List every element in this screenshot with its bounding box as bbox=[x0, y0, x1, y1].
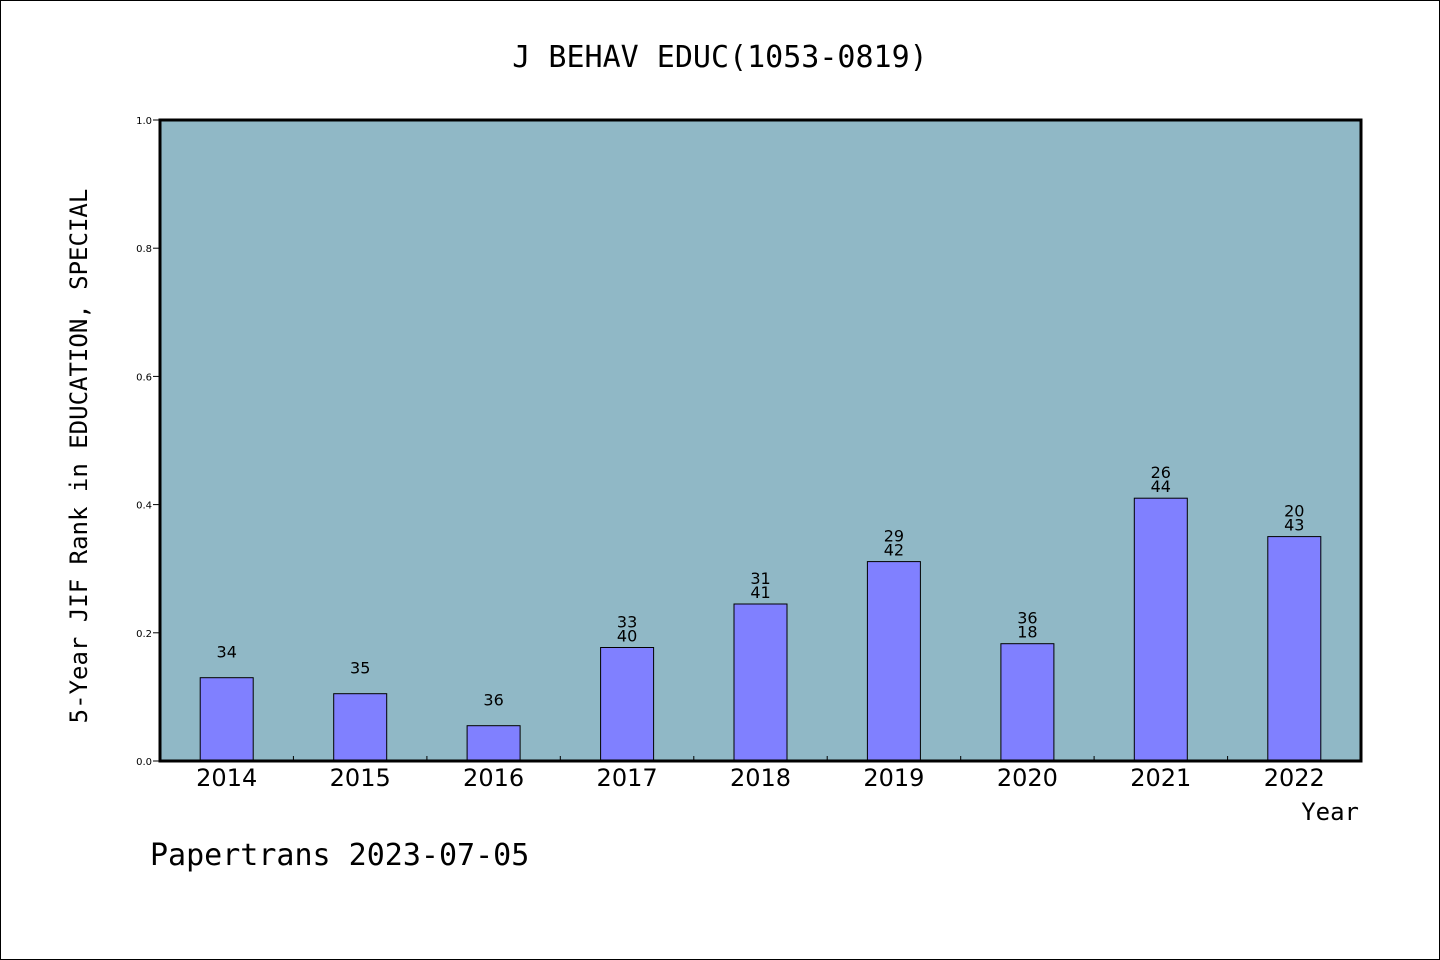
x-tick-label-2015: 2015 bbox=[330, 764, 391, 792]
plot-frame bbox=[158, 118, 1363, 763]
y-tick-label-0.2: 0.2 bbox=[136, 629, 152, 640]
y-tick-label-0.4: 0.4 bbox=[136, 501, 152, 512]
bar-label-2019: 29 42 bbox=[884, 527, 904, 560]
bar-2021 bbox=[1133, 497, 1188, 762]
axis-ticks-group: 2014 2015 2016 2017 2018 2019 2020 2021 2022 0.0 0… bbox=[136, 116, 1325, 792]
bar-2018 bbox=[733, 603, 788, 762]
y-axis-label: 5-Year JIF Rank in EDUCATION, SPECIAL bbox=[65, 189, 93, 724]
bar-label-2018: 31 41 bbox=[750, 569, 770, 602]
x-tick-label-2019: 2019 bbox=[863, 764, 924, 792]
bar-2015 bbox=[333, 693, 388, 762]
x-tick-label-2020: 2020 bbox=[997, 764, 1058, 792]
x-tick-label-2022: 2022 bbox=[1264, 764, 1325, 792]
bar-2022 bbox=[1267, 536, 1322, 762]
bar-label-2021: 26 44 bbox=[1151, 463, 1171, 496]
y-tick-label-0.6: 0.6 bbox=[136, 372, 152, 383]
x-tick-label-2021: 2021 bbox=[1130, 764, 1191, 792]
bar-label-2014: 34 bbox=[217, 643, 237, 662]
bar-label-2020: 36 18 bbox=[1017, 609, 1037, 642]
y-tick-label-0.0: 0.0 bbox=[136, 757, 152, 768]
bar-2014 bbox=[199, 677, 254, 762]
bars-group bbox=[199, 497, 1322, 762]
x-tick-label-2016: 2016 bbox=[463, 764, 524, 792]
footer-credit: Papertrans 2023-07-05 bbox=[150, 838, 529, 873]
bar-2020 bbox=[1000, 643, 1055, 762]
x-tick-label-2018: 2018 bbox=[730, 764, 791, 792]
bar-2019 bbox=[866, 561, 921, 762]
x-axis-label: Year bbox=[1301, 798, 1359, 826]
bar-label-2016: 36 bbox=[483, 691, 503, 710]
y-tick-label-0.8: 0.8 bbox=[136, 244, 152, 255]
y-tick-label-1.0: 1.0 bbox=[136, 116, 152, 127]
x-tick-label-2014: 2014 bbox=[196, 764, 257, 792]
bar-labels-group: 34 35 36 33 40 31 41 29 42 36 18 26 44 20 43 bbox=[217, 463, 1305, 710]
bar-label-2022: 20 43 bbox=[1284, 502, 1304, 535]
bar-2016 bbox=[466, 725, 521, 762]
chart-title: J BEHAV EDUC(1053-0819) bbox=[512, 40, 927, 75]
bar-label-2015: 35 bbox=[350, 659, 370, 678]
bar-label-2017: 33 40 bbox=[617, 613, 637, 646]
x-tick-label-2017: 2017 bbox=[597, 764, 658, 792]
bar-2017 bbox=[600, 647, 655, 762]
